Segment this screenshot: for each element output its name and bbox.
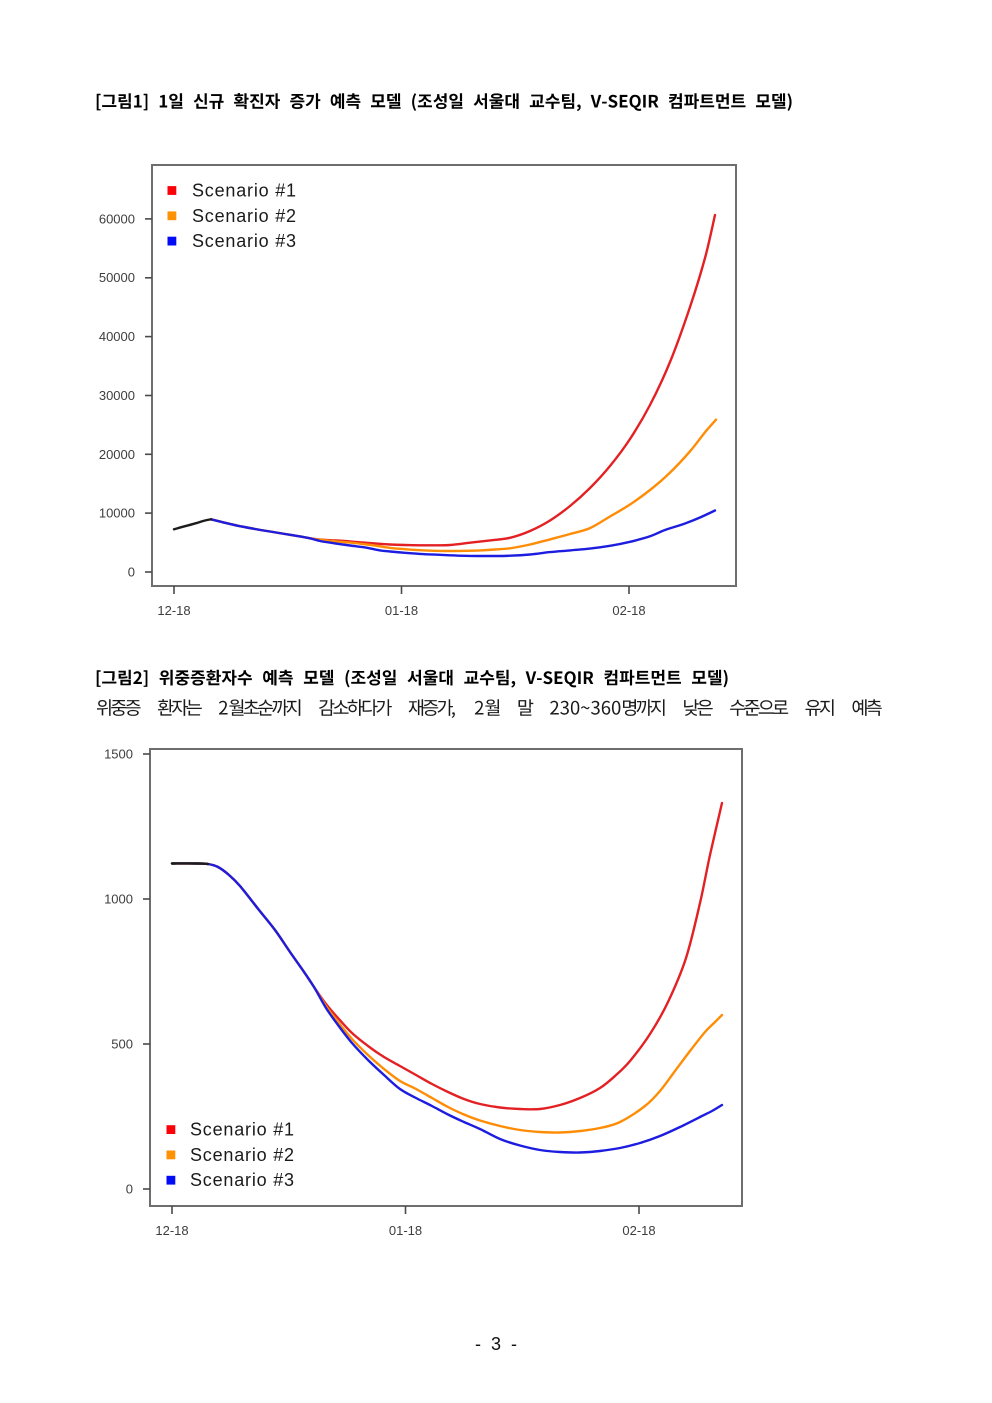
svg-text:1500: 1500 <box>104 747 133 762</box>
svg-text:Scenario #1: Scenario #1 <box>190 1120 295 1140</box>
svg-text:Scenario #2: Scenario #2 <box>192 206 297 226</box>
svg-text:Scenario #3: Scenario #3 <box>190 1170 295 1190</box>
svg-text:Scenario #3: Scenario #3 <box>192 231 297 251</box>
svg-text:12-18: 12-18 <box>155 1223 188 1238</box>
svg-text:1000: 1000 <box>104 892 133 907</box>
svg-text:02-18: 02-18 <box>622 1223 655 1238</box>
svg-text:12-18: 12-18 <box>157 603 190 618</box>
svg-text:0: 0 <box>128 565 135 580</box>
svg-text:Scenario #1: Scenario #1 <box>192 181 297 201</box>
svg-text:50000: 50000 <box>99 270 135 285</box>
svg-text:30000: 30000 <box>99 388 135 403</box>
svg-text:500: 500 <box>111 1037 133 1052</box>
svg-text:40000: 40000 <box>99 329 135 344</box>
svg-text:01-18: 01-18 <box>385 603 418 618</box>
svg-text:10000: 10000 <box>99 506 135 521</box>
svg-text:Scenario #2: Scenario #2 <box>190 1145 295 1165</box>
svg-text:0: 0 <box>126 1182 133 1197</box>
svg-text:20000: 20000 <box>99 447 135 462</box>
svg-text:- 3 -: - 3 - <box>475 1334 517 1354</box>
svg-text:60000: 60000 <box>99 211 135 226</box>
svg-text:02-18: 02-18 <box>612 603 645 618</box>
svg-text:01-18: 01-18 <box>389 1223 422 1238</box>
